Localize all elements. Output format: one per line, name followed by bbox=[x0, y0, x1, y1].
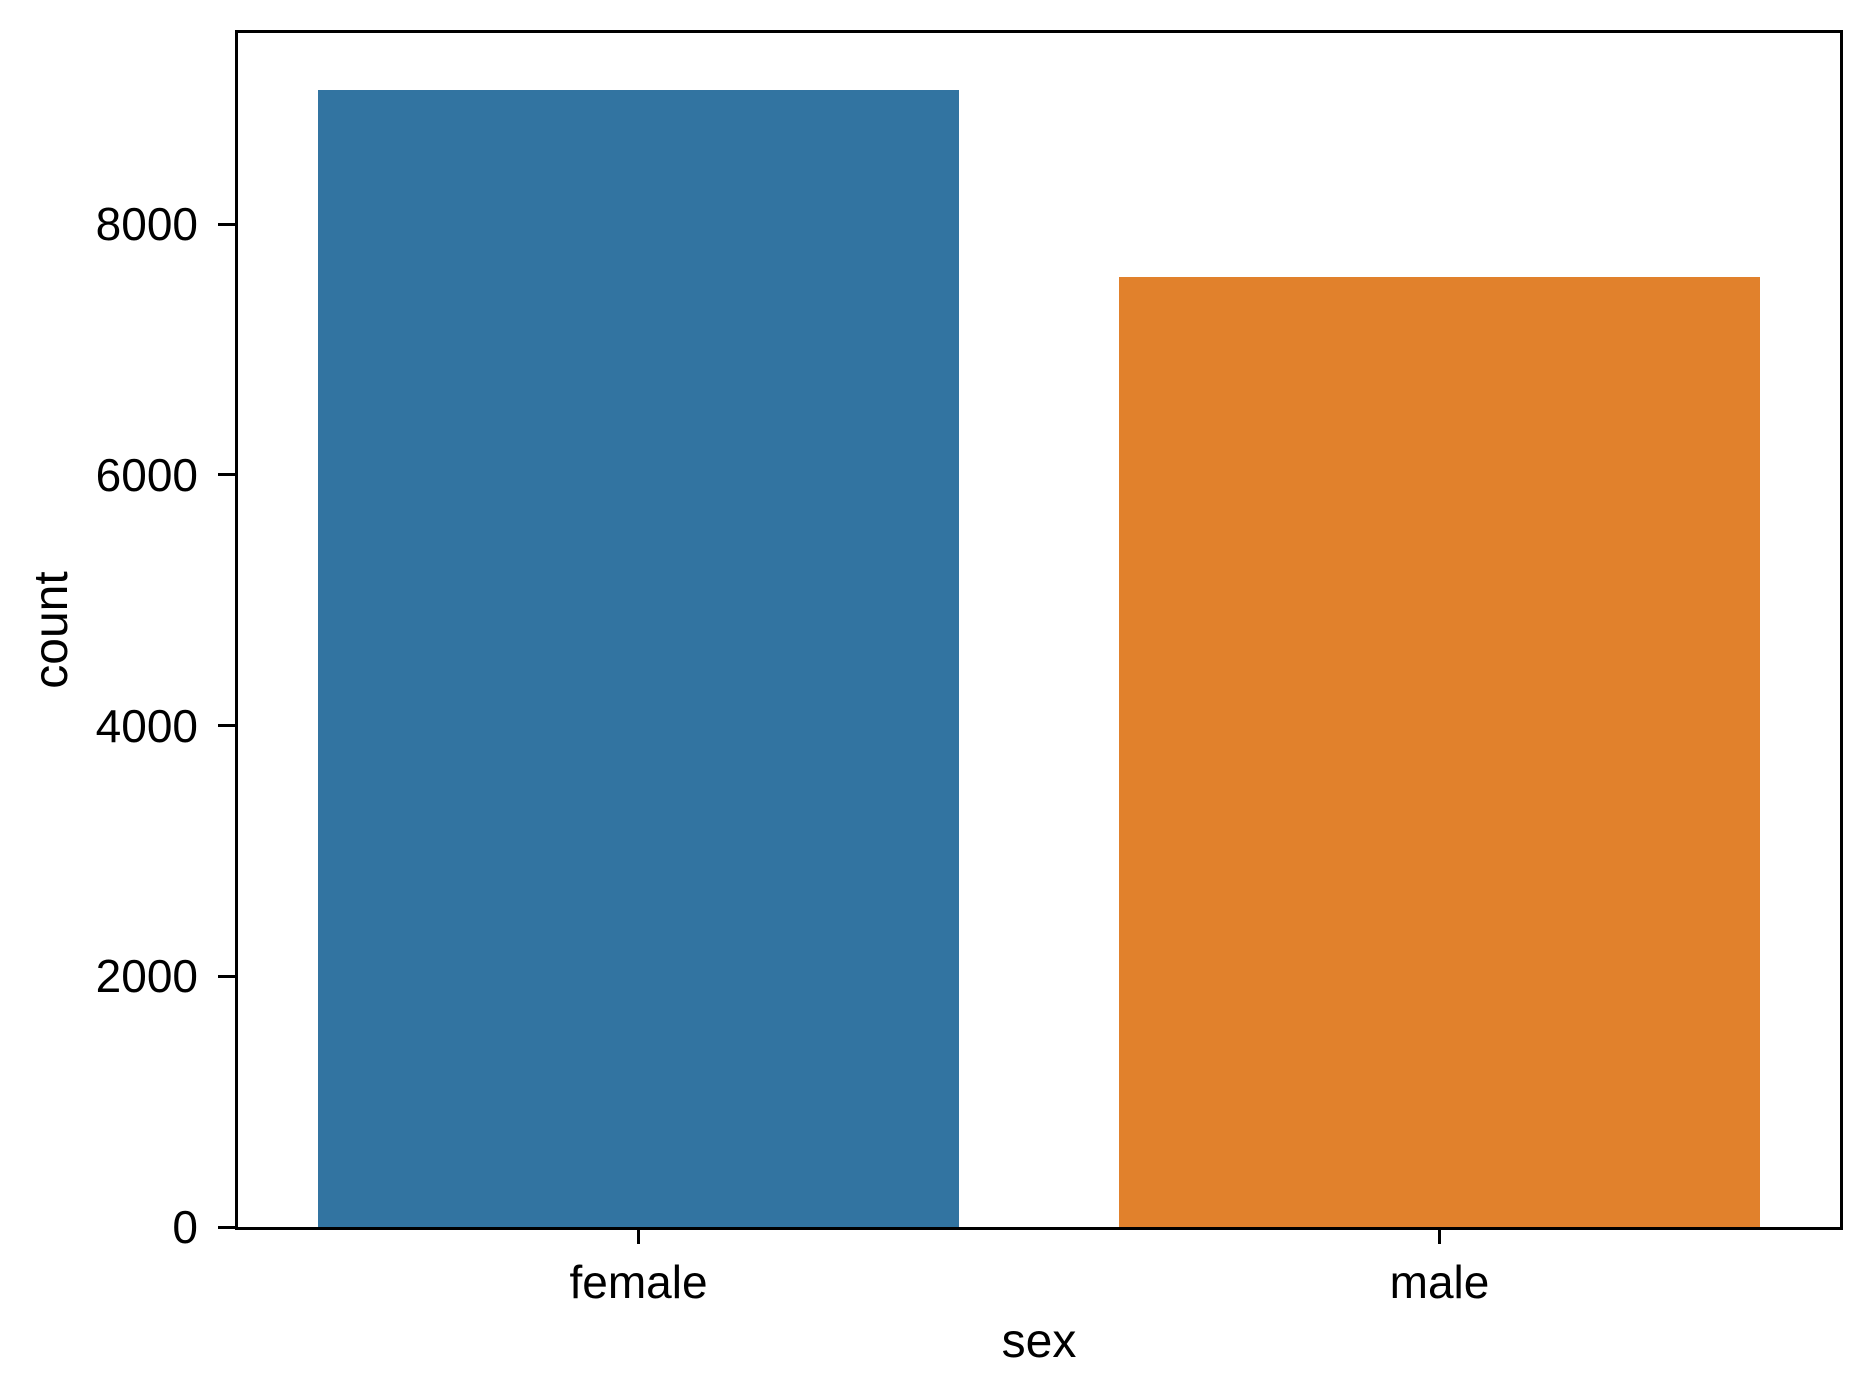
y-tick-label: 2000 bbox=[95, 950, 198, 1003]
y-tick-mark bbox=[218, 1225, 235, 1229]
y-tick-mark bbox=[218, 974, 235, 978]
y-tick-mark bbox=[218, 724, 235, 728]
y-tick-label: 0 bbox=[172, 1201, 198, 1253]
y-tick-label: 4000 bbox=[95, 699, 198, 752]
plot-area: female male 0 2000 4000 6000 8000 bbox=[96, 30, 1843, 1305]
y-axis-label: count bbox=[25, 571, 78, 689]
y-tick-mark bbox=[218, 473, 235, 477]
x-axis-label: sex bbox=[1001, 1315, 1077, 1368]
bar-female bbox=[318, 89, 959, 1227]
y-tick-mark bbox=[218, 222, 235, 226]
y-tick-label: 8000 bbox=[95, 198, 198, 251]
x-tick-label: female bbox=[569, 1256, 708, 1308]
bar-male bbox=[1119, 276, 1760, 1227]
x-tick-label: male bbox=[1389, 1256, 1490, 1308]
x-tick-mark bbox=[1438, 1230, 1441, 1244]
x-tick-mark bbox=[637, 1230, 640, 1244]
y-tick-label: 6000 bbox=[95, 448, 198, 501]
